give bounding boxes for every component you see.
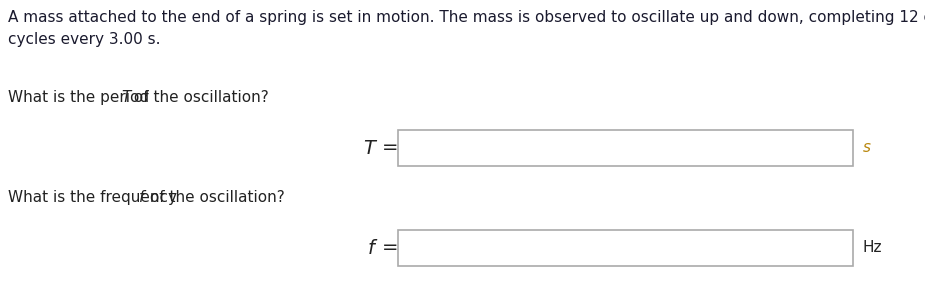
Text: T: T bbox=[121, 90, 130, 105]
Text: f: f bbox=[139, 190, 144, 205]
Text: =: = bbox=[382, 239, 399, 258]
Text: s: s bbox=[863, 141, 871, 156]
Text: $f$: $f$ bbox=[366, 239, 378, 258]
Text: Hz: Hz bbox=[863, 241, 882, 256]
Text: cycles every 3.00 s.: cycles every 3.00 s. bbox=[8, 32, 161, 47]
Text: A mass attached to the end of a spring is set in motion. The mass is observed to: A mass attached to the end of a spring i… bbox=[8, 10, 925, 25]
Text: of the oscillation?: of the oscillation? bbox=[129, 90, 268, 105]
Text: $T$: $T$ bbox=[363, 139, 378, 158]
Text: =: = bbox=[382, 139, 399, 158]
Text: What is the period: What is the period bbox=[8, 90, 154, 105]
Bar bbox=[398, 230, 853, 266]
Bar bbox=[398, 130, 853, 166]
Text: of the oscillation?: of the oscillation? bbox=[145, 190, 285, 205]
Text: What is the frequency: What is the frequency bbox=[8, 190, 182, 205]
